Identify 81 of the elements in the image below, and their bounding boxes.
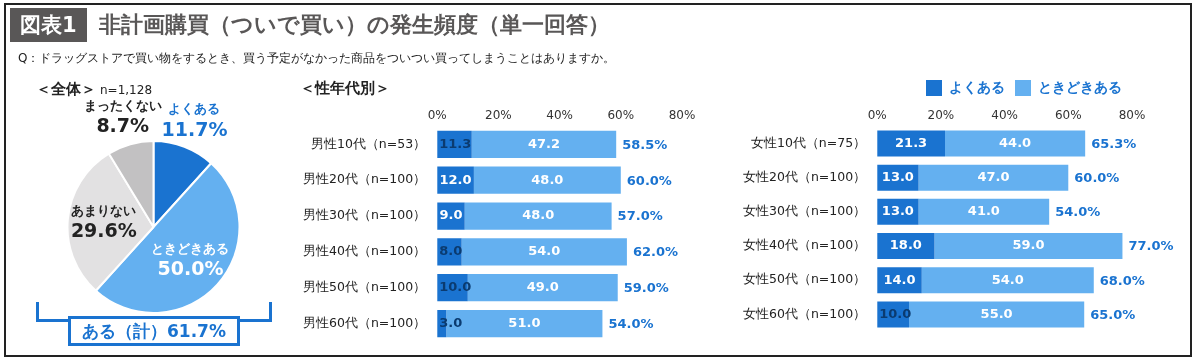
x-tick-label: 60% xyxy=(1054,108,1082,123)
x-tick-label: 40% xyxy=(546,108,573,123)
data-label: 48.0 xyxy=(522,207,555,223)
data-label: 55.0 xyxy=(980,305,1013,321)
text: Q：ドラッグストアで買い物をするとき、買う予定がなかった商品をついつい買ってしまうことはありますか。 xyxy=(18,50,616,67)
bar xyxy=(918,164,1069,191)
total-label: 54.0% xyxy=(608,315,654,331)
data-label: 54.0 xyxy=(991,271,1024,287)
total-label: 60.0% xyxy=(626,172,672,188)
text: 非計画購買（ついで買い）の発生頻度（単一回答） xyxy=(98,11,610,39)
total-label: 68.0% xyxy=(1099,272,1145,288)
y-tick-label: 男性40代（n=100） xyxy=(302,243,427,259)
y-tick-label: 女性30代（n=100） xyxy=(742,203,867,219)
bar xyxy=(464,202,612,230)
text: ある（計）61.7% xyxy=(68,316,240,346)
data-label: 11.3 xyxy=(439,135,472,151)
y-tick-label: 男性20代（n=100） xyxy=(302,171,427,187)
data-label: 11.7% xyxy=(161,117,228,140)
data-label: 29.6% xyxy=(70,219,137,242)
x-tick-label: 80% xyxy=(668,108,696,123)
bar xyxy=(473,166,621,194)
data-label: 47.2 xyxy=(527,135,561,151)
data-label: 9.0 xyxy=(439,207,463,223)
data-label: 14.0 xyxy=(883,271,916,287)
chart-subtitle: n=1,128 xyxy=(100,83,153,97)
bar xyxy=(909,301,1085,328)
data-label: 51.0 xyxy=(508,314,541,330)
total-label: 54.0% xyxy=(1055,204,1101,220)
data-label: 13.0 xyxy=(881,169,914,185)
x-tick-label: 20% xyxy=(485,108,512,123)
x-tick-label: 80% xyxy=(1118,108,1146,123)
slice-label: あまりない xyxy=(71,202,137,218)
y-tick-label: 男性10代（n=53） xyxy=(310,135,427,151)
chart-title: ＜全体＞ xyxy=(36,80,96,98)
total-label: 65.0% xyxy=(1090,306,1136,322)
legend-label: よくある xyxy=(949,78,1005,95)
x-tick-label: 60% xyxy=(607,108,635,123)
bar xyxy=(921,267,1094,294)
x-tick-label: 40% xyxy=(991,108,1018,123)
data-label: 50.0% xyxy=(157,257,224,280)
y-tick-label: 女性60代（n=100） xyxy=(742,305,867,321)
bar xyxy=(471,130,617,158)
data-label: 44.0 xyxy=(999,134,1032,150)
text: 図表1 xyxy=(10,8,87,42)
bar xyxy=(934,233,1123,260)
data-label: 48.0 xyxy=(531,171,564,187)
total-label: 62.0% xyxy=(632,244,679,260)
data-label: 54.0 xyxy=(528,243,561,259)
bar xyxy=(918,198,1050,225)
slice-label: まったくない xyxy=(83,97,162,113)
data-label: 21.3 xyxy=(895,134,928,150)
data-label: 13.0 xyxy=(881,203,914,219)
x-tick-label: 0% xyxy=(867,108,887,123)
slice-label: ときどきある xyxy=(151,240,230,256)
y-tick-label: 女性20代（n=100） xyxy=(742,168,867,184)
y-tick-label: 男性50代（n=100） xyxy=(302,278,427,294)
data-label: 8.7% xyxy=(96,114,150,137)
total-label: 60.0% xyxy=(1074,170,1120,186)
total-label: 77.0% xyxy=(1128,238,1174,254)
y-tick-label: 女性40代（n=100） xyxy=(742,237,867,253)
data-label: 18.0 xyxy=(889,237,922,253)
total-label: 58.5% xyxy=(622,136,668,152)
legend-label: ときどきある xyxy=(1038,78,1122,95)
total-label: 57.0% xyxy=(617,208,663,224)
y-tick-label: 女性50代（n=100） xyxy=(742,271,867,287)
y-tick-label: 男性60代（n=100） xyxy=(302,314,427,330)
data-label: 47.0 xyxy=(977,169,1010,185)
slice-label: よくある xyxy=(168,100,221,116)
total-label: 65.3% xyxy=(1091,135,1137,151)
data-label: 49.0 xyxy=(526,279,559,295)
bar xyxy=(945,130,1086,157)
x-tick-label: 0% xyxy=(427,108,447,123)
data-label: 12.0 xyxy=(439,171,472,187)
bar xyxy=(461,238,627,266)
data-label: 41.0 xyxy=(967,203,1000,219)
x-tick-label: 20% xyxy=(927,108,955,123)
y-tick-label: 女性10代（n=75） xyxy=(750,134,867,150)
total-label: 59.0% xyxy=(623,280,669,296)
chart-title: ＜性年代別＞ xyxy=(300,78,390,97)
y-tick-label: 男性30代（n=100） xyxy=(302,207,427,223)
data-label: 59.0 xyxy=(1012,237,1045,253)
